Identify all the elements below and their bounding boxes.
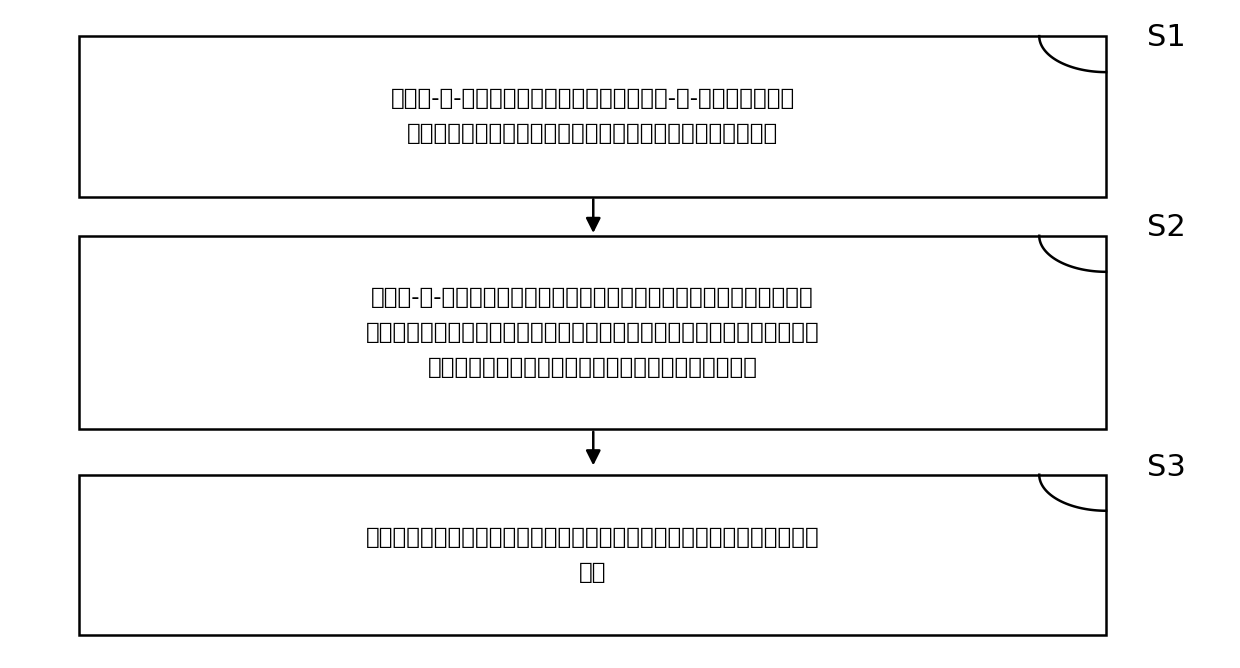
Text: S2: S2: [1147, 213, 1187, 242]
Text: S3: S3: [1147, 453, 1187, 482]
Text: S1: S1: [1147, 23, 1187, 52]
Text: 利用双层规划模型制定最优调度安排和最优定价，以使能源枢纽单元的利润
最大: 利用双层规划模型制定最优调度安排和最优定价，以使能源枢纽单元的利润 最大: [366, 526, 820, 584]
Text: 建立电-光-沼多能互补共享的框架，其中，电-光-沼多能互补共享
的框架包括能源枢纽单元、用户能量共享单元和市场竞价单元: 建立电-光-沼多能互补共享的框架，其中，电-光-沼多能互补共享 的框架包括能源枢…: [391, 88, 795, 145]
Bar: [79, 236, 1106, 429]
Bar: [79, 36, 1106, 196]
Bar: [79, 475, 1106, 635]
Text: 基于电-光-沼多能互补共享的框架建立双层规划模型，其中，双层规划模
型的上层规划模型的目标函数为所述能源枢纽单元的利润最大，双层规划模
型的下层规划模型的目标函: 基于电-光-沼多能互补共享的框架建立双层规划模型，其中，双层规划模 型的上层规划…: [366, 286, 820, 379]
